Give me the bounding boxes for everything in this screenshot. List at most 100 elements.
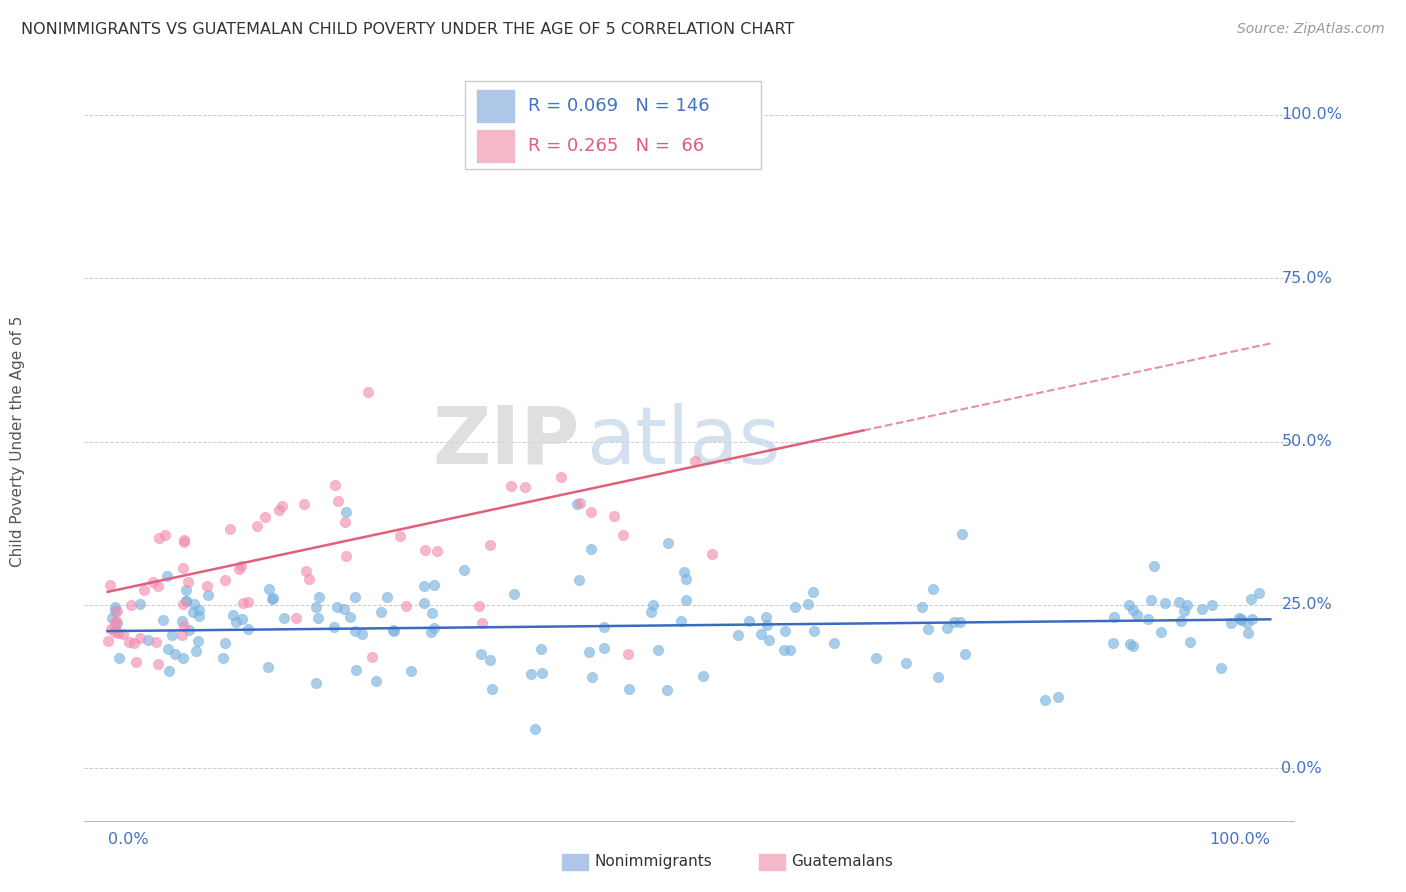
Point [335, 505, 357, 519]
Point [236, 622, 259, 636]
Point [160, 627, 183, 641]
Point [357, 384, 380, 399]
Point [1154, 596, 1177, 610]
Point [364, 673, 387, 688]
Point [1230, 613, 1253, 627]
Point [105, 616, 128, 631]
Point [232, 596, 254, 610]
Point [865, 651, 887, 665]
Point [1237, 626, 1260, 640]
Text: 25.0%: 25.0% [1281, 598, 1331, 613]
Point [174, 594, 197, 608]
Point [273, 611, 295, 625]
Point [183, 597, 205, 611]
Point [727, 628, 749, 642]
Point [413, 543, 436, 558]
Point [640, 606, 662, 620]
Point [155, 569, 177, 583]
Point [422, 621, 444, 635]
Point [323, 620, 346, 634]
Point [129, 632, 152, 646]
Point [231, 612, 253, 626]
Point [894, 657, 917, 671]
Point [1119, 637, 1142, 651]
Point [1102, 636, 1125, 650]
Point [502, 587, 524, 601]
Text: 100.0%: 100.0% [1281, 107, 1343, 122]
Point [569, 496, 592, 510]
Point [1240, 591, 1263, 606]
Point [308, 590, 330, 604]
Text: 75.0%: 75.0% [1281, 270, 1331, 285]
Point [657, 536, 679, 550]
Point [107, 625, 129, 640]
Point [700, 547, 723, 561]
Point [104, 621, 127, 635]
Point [156, 641, 179, 656]
Point [755, 618, 778, 632]
Point [1201, 598, 1223, 612]
FancyBboxPatch shape [478, 130, 513, 161]
Point [581, 541, 603, 556]
Point [1240, 612, 1263, 626]
Point [420, 624, 443, 639]
Point [412, 596, 434, 610]
Point [1136, 612, 1159, 626]
Point [513, 480, 536, 494]
Point [146, 579, 169, 593]
Point [1173, 604, 1195, 618]
Point [285, 611, 308, 625]
Point [97, 634, 120, 648]
Point [145, 635, 167, 649]
Point [523, 723, 546, 737]
Point [1236, 615, 1258, 630]
Point [692, 669, 714, 683]
Point [453, 563, 475, 577]
Point [188, 603, 211, 617]
Point [125, 655, 148, 669]
Point [157, 664, 180, 678]
Point [173, 619, 195, 633]
Point [335, 549, 357, 563]
Point [470, 648, 492, 662]
Point [100, 622, 122, 636]
Point [779, 643, 801, 657]
Point [350, 627, 373, 641]
Point [344, 663, 367, 677]
Point [381, 623, 404, 637]
Point [212, 651, 235, 665]
Point [675, 572, 697, 586]
Point [170, 628, 193, 642]
Point [1247, 586, 1270, 600]
Point [647, 643, 669, 657]
Point [675, 592, 697, 607]
Point [172, 651, 194, 665]
Point [953, 647, 976, 661]
Point [146, 657, 169, 671]
Point [335, 516, 357, 530]
Point [136, 632, 159, 647]
Point [101, 611, 124, 625]
Point [1178, 635, 1201, 649]
Point [1191, 602, 1213, 616]
Point [1230, 612, 1253, 626]
Point [1122, 603, 1144, 617]
Text: R = 0.069   N = 146: R = 0.069 N = 146 [529, 96, 710, 115]
Text: 0.0%: 0.0% [1281, 761, 1322, 776]
Point [593, 641, 616, 656]
Point [749, 627, 772, 641]
Point [172, 561, 194, 575]
Point [568, 573, 591, 587]
Point [132, 583, 155, 598]
Point [377, 590, 399, 604]
Point [222, 608, 245, 623]
Point [950, 526, 973, 541]
Point [236, 595, 259, 609]
Point [399, 665, 422, 679]
Point [104, 615, 127, 630]
Text: Source: ZipAtlas.com: Source: ZipAtlas.com [1237, 22, 1385, 37]
Point [1140, 593, 1163, 607]
Point [323, 477, 346, 491]
Text: ZIP: ZIP [433, 402, 581, 481]
Point [468, 599, 491, 613]
